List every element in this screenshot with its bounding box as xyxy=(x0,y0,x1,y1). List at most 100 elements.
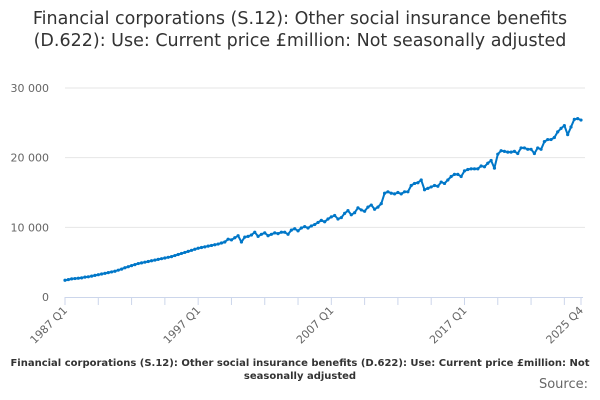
data-point xyxy=(289,228,293,232)
data-point xyxy=(133,263,137,267)
data-point xyxy=(216,242,220,246)
data-point xyxy=(70,277,74,281)
data-point xyxy=(422,188,427,192)
data-point xyxy=(479,164,483,168)
data-point xyxy=(406,190,410,194)
data-point xyxy=(66,277,70,282)
data-point xyxy=(546,137,550,142)
data-point xyxy=(496,152,500,156)
data-point xyxy=(476,167,480,171)
data-point xyxy=(259,232,264,236)
data-point xyxy=(106,271,110,275)
data-point xyxy=(532,151,536,156)
data-point xyxy=(239,240,244,244)
data-point xyxy=(176,252,180,257)
data-point xyxy=(516,151,520,156)
data-point xyxy=(90,274,94,278)
data-point xyxy=(246,234,250,238)
data-point xyxy=(173,253,177,258)
y-tick-label: 20 000 xyxy=(11,152,50,165)
data-point xyxy=(529,147,533,151)
data-point xyxy=(489,158,493,163)
data-point xyxy=(169,254,174,259)
x-tick-label: 1987 Q1 xyxy=(28,304,71,347)
data-point xyxy=(336,217,340,221)
data-point xyxy=(432,183,437,188)
data-point xyxy=(119,267,124,271)
data-point xyxy=(110,270,114,274)
data-point xyxy=(166,255,170,259)
data-point xyxy=(456,172,460,176)
data-point xyxy=(486,161,490,165)
data-point xyxy=(189,248,194,252)
data-point xyxy=(63,278,67,282)
data-point xyxy=(129,264,134,268)
data-point xyxy=(566,133,570,137)
data-point xyxy=(482,165,487,169)
data-point xyxy=(196,246,200,250)
data-point xyxy=(462,169,467,173)
data-point xyxy=(143,260,147,264)
data-point xyxy=(319,218,323,222)
data-point xyxy=(329,215,333,219)
data-point xyxy=(442,181,447,186)
data-point xyxy=(219,241,224,245)
data-point xyxy=(412,181,417,186)
data-point xyxy=(339,215,343,220)
chart-title: Financial corporations (S.12): Other soc… xyxy=(32,9,568,51)
data-point xyxy=(113,269,117,273)
data-point xyxy=(243,235,247,239)
data-point xyxy=(349,213,353,217)
data-point xyxy=(206,244,210,248)
y-tick-label: 0 xyxy=(42,291,49,304)
data-point xyxy=(296,229,300,233)
data-point xyxy=(499,149,503,153)
data-point xyxy=(256,234,260,238)
data-point xyxy=(313,222,317,227)
data-point xyxy=(203,245,207,249)
data-point xyxy=(103,271,107,275)
data-point xyxy=(556,130,560,134)
data-point xyxy=(249,233,254,237)
data-point xyxy=(452,172,457,176)
data-point xyxy=(522,146,527,150)
data-point xyxy=(439,180,443,184)
data-point xyxy=(502,149,507,153)
data-point xyxy=(236,234,240,238)
data-point xyxy=(396,190,400,195)
data-point xyxy=(116,268,120,272)
data-point xyxy=(213,243,217,247)
data-point xyxy=(542,140,546,144)
data-point xyxy=(93,273,97,278)
data-point xyxy=(436,184,440,188)
data-point xyxy=(526,147,530,151)
y-tick-label: 10 000 xyxy=(11,221,50,234)
data-point xyxy=(223,240,227,244)
data-point xyxy=(80,276,84,280)
data-point xyxy=(299,226,303,230)
data-point xyxy=(83,275,87,279)
data-point xyxy=(356,206,360,210)
data-point xyxy=(73,276,77,281)
data-point xyxy=(276,232,280,236)
data-point xyxy=(376,205,380,209)
data-point xyxy=(186,249,190,253)
data-point xyxy=(519,146,523,150)
data-point xyxy=(136,261,140,266)
data-point xyxy=(263,231,267,235)
x-tick-label: 2025 Q4 xyxy=(544,304,587,347)
data-point xyxy=(149,259,154,263)
data-point xyxy=(253,230,257,234)
data-point xyxy=(509,150,513,154)
data-point xyxy=(366,205,370,209)
y-tick-label: 30 000 xyxy=(11,82,50,95)
data-point xyxy=(199,245,204,250)
data-point xyxy=(316,220,320,225)
data-point xyxy=(472,167,477,171)
data-point xyxy=(159,257,164,261)
data-point xyxy=(303,225,307,229)
data-point xyxy=(333,213,337,218)
data-point xyxy=(379,202,383,206)
data-point xyxy=(363,209,367,213)
